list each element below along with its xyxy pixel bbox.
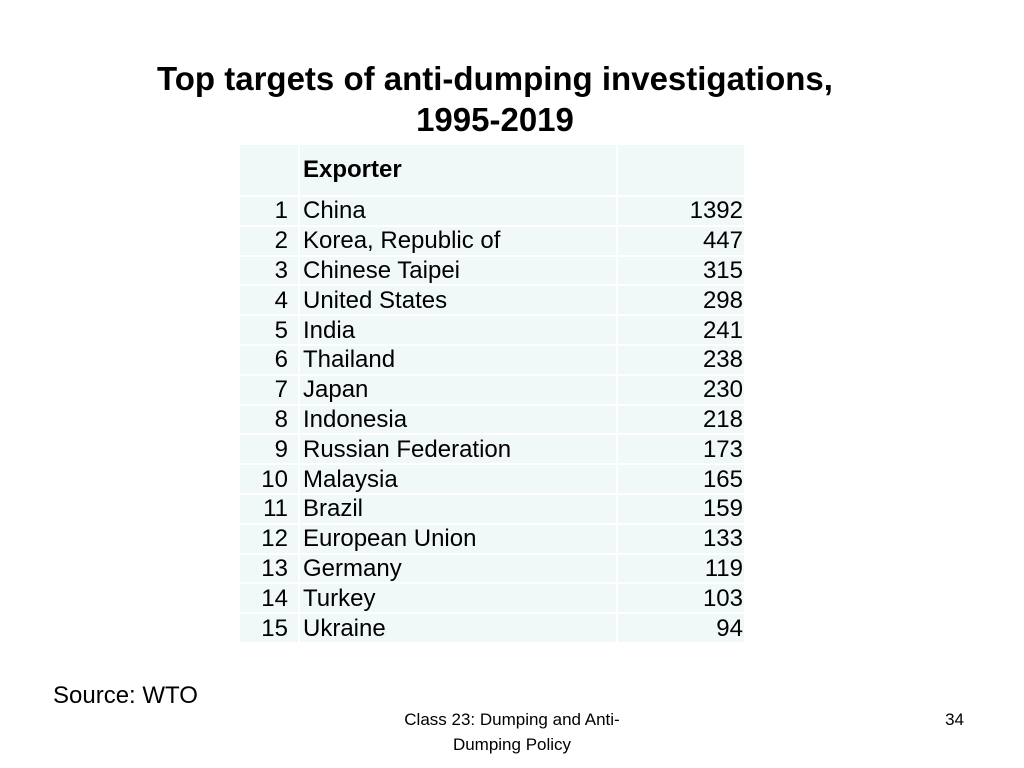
exporter-cell: European Union: [300, 524, 618, 555]
value-cell: 315: [618, 256, 746, 287]
value-cell: 447: [618, 226, 746, 257]
table-row: 6 Thailand 238: [240, 345, 746, 376]
table-row: 8 Indonesia 218: [240, 405, 746, 436]
exporter-cell: Russian Federation: [300, 435, 618, 466]
value-cell: 230: [618, 375, 746, 406]
table-row: 2 Korea, Republic of 447: [240, 226, 746, 257]
header-value-cell: [618, 145, 746, 197]
rank-cell: 1: [240, 197, 300, 227]
exporter-cell: Germany: [300, 554, 618, 585]
value-cell: 241: [618, 316, 746, 346]
page-number: 34: [945, 710, 964, 729]
rank-cell: 8: [240, 405, 300, 436]
table-row: 3 Chinese Taipei 315: [240, 256, 746, 287]
value-cell: 238: [618, 345, 746, 376]
rank-cell: 5: [240, 316, 300, 346]
value-cell: 1392: [618, 197, 746, 227]
value-cell: 218: [618, 405, 746, 436]
slide-title-line-1: Top targets of anti-dumping investigatio…: [157, 60, 833, 97]
exporter-cell: Indonesia: [300, 405, 618, 436]
table-row: 11 Brazil 159: [240, 494, 746, 525]
rank-cell: 12: [240, 524, 300, 555]
slide-title: Top targets of anti-dumping investigatio…: [120, 58, 870, 140]
rank-cell: 4: [240, 286, 300, 317]
table-row: 5 India 241: [240, 316, 746, 346]
table-row: 10 Malaysia 165: [240, 465, 746, 495]
value-cell: 103: [618, 584, 746, 615]
value-cell: 119: [618, 554, 746, 585]
header-exporter-cell: Exporter: [300, 145, 618, 197]
source-note: Source: WTO: [53, 682, 198, 709]
rank-cell: 11: [240, 494, 300, 525]
header-rank-cell: [240, 145, 300, 197]
rank-cell: 2: [240, 226, 300, 257]
exporter-cell: United States: [300, 286, 618, 317]
value-cell: 173: [618, 435, 746, 466]
table-body: Exporter 1 China 1392 2 Korea, Republic of 44…: [240, 145, 746, 644]
table-row: 12 European Union 133: [240, 524, 746, 555]
exporter-cell: India: [300, 316, 618, 346]
rank-cell: 9: [240, 435, 300, 466]
rank-cell: 14: [240, 584, 300, 615]
table-row: 14 Turkey 103: [240, 584, 746, 615]
value-cell: 165: [618, 465, 746, 495]
table-header-row: Exporter: [240, 145, 746, 197]
exporter-cell: China: [300, 197, 618, 227]
rank-cell: 15: [240, 614, 300, 644]
table-row: 9 Russian Federation 173: [240, 435, 746, 466]
footer-course-title: Class 23: Dumping and Anti- Dumping Poli…: [371, 707, 653, 757]
exporter-cell: Japan: [300, 375, 618, 406]
value-cell: 298: [618, 286, 746, 317]
value-cell: 133: [618, 524, 746, 555]
value-cell: 94: [618, 614, 746, 644]
footer-line-1: Class 23: Dumping and Anti-: [404, 710, 620, 729]
rank-cell: 7: [240, 375, 300, 406]
footer-line-2: Dumping Policy: [452, 735, 572, 754]
exporter-cell: Thailand: [300, 345, 618, 376]
exporter-cell: Malaysia: [300, 465, 618, 495]
table-row: 1 China 1392: [240, 197, 746, 227]
exporter-cell: Korea, Republic of: [300, 226, 618, 257]
value-cell: 159: [618, 494, 746, 525]
rank-cell: 13: [240, 554, 300, 585]
slide-title-line-2: 1995-2019: [416, 101, 574, 138]
rank-cell: 3: [240, 256, 300, 287]
exporter-cell: Chinese Taipei: [300, 256, 618, 287]
exporter-cell: Turkey: [300, 584, 618, 615]
rank-cell: 6: [240, 345, 300, 376]
exporter-cell: Ukraine: [300, 614, 618, 644]
table-row: 15 Ukraine 94: [240, 614, 746, 644]
table-row: 7 Japan 230: [240, 375, 746, 406]
table-row: 13 Germany 119: [240, 554, 746, 585]
rank-cell: 10: [240, 465, 300, 495]
anti-dumping-table: Exporter 1 China 1392 2 Korea, Republic of 44…: [240, 145, 746, 644]
exporter-cell: Brazil: [300, 494, 618, 525]
table-row: 4 United States 298: [240, 286, 746, 317]
